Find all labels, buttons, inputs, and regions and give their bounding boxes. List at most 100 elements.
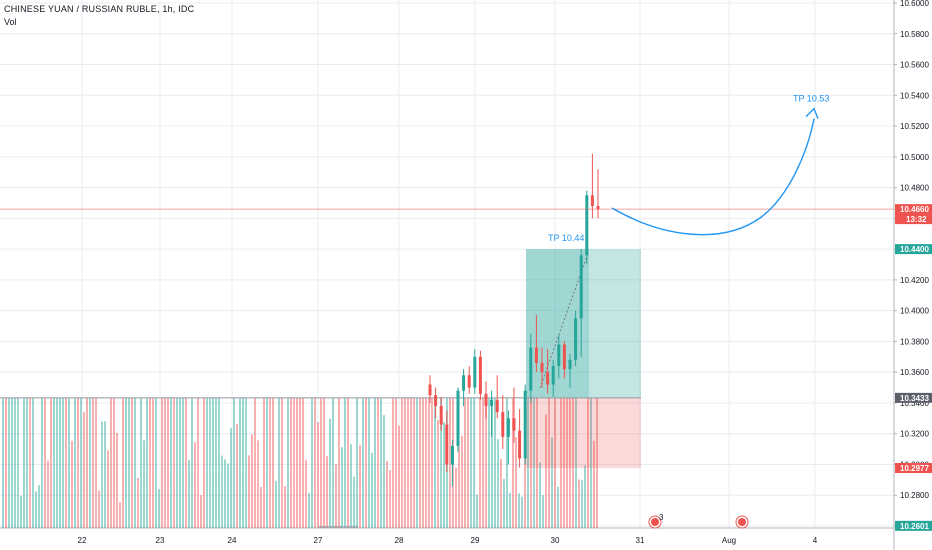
volume-bar: [11, 398, 13, 528]
volume-bar: [425, 398, 427, 528]
volume-bar: [179, 398, 181, 528]
volume-bar: [419, 398, 421, 528]
event-count: 3: [659, 513, 664, 522]
volume-bar: [146, 398, 148, 528]
volume-bar: [245, 398, 247, 528]
volume-bar: [554, 398, 556, 528]
volume-bar: [563, 398, 565, 528]
volume-bar: [74, 398, 76, 528]
time-tick-label: 22: [78, 536, 87, 545]
candle-body: [467, 375, 471, 388]
volume-bar: [428, 398, 430, 528]
volume-bar: [170, 398, 172, 528]
volume-bar: [431, 398, 433, 528]
volume-bar: [557, 486, 559, 528]
volume-bar: [251, 434, 253, 528]
volume-bar: [101, 421, 103, 528]
profit-zone-active: [526, 249, 589, 398]
tp-target-label: TP 10.53: [793, 94, 829, 104]
time-tick-label: Aug: [722, 536, 736, 545]
time-tick-label: 27: [314, 536, 323, 545]
volume-bar: [44, 398, 46, 528]
volume-bar: [389, 470, 391, 528]
volume-bar: [575, 398, 577, 528]
candle-body: [585, 195, 589, 256]
candle-body: [490, 399, 494, 407]
volume-bar: [302, 398, 304, 528]
volume-bar: [98, 490, 100, 528]
volume-bar: [41, 398, 43, 528]
volume-bar: [128, 398, 130, 528]
chart-grid: [0, 0, 895, 550]
volume-bar: [545, 414, 547, 528]
volume-bar: [206, 398, 208, 528]
candle-body: [562, 344, 566, 370]
volume-bar: [353, 476, 355, 528]
volume-bar: [152, 398, 154, 528]
price-tick-label: 10.2800: [900, 491, 929, 500]
volume-bar: [318, 526, 358, 528]
volume-bar: [80, 398, 82, 528]
volume-bar: [29, 398, 31, 528]
volume-bar: [50, 398, 52, 528]
volume-bar: [2, 398, 4, 528]
time-axis[interactable]: 22 23 24 27 28 29 30 31 Aug 4: [78, 536, 818, 545]
volume-bar: [125, 398, 127, 528]
time-tick-label: 24: [228, 536, 237, 545]
volume-bar: [560, 398, 562, 528]
volume-bar: [71, 440, 73, 528]
volume-bar: [539, 462, 541, 528]
volume-bar: [482, 398, 484, 528]
time-tick-label: 23: [156, 536, 165, 545]
volume-bar: [422, 398, 424, 528]
volume-bar: [365, 398, 367, 528]
volume-bar: [566, 398, 568, 528]
volume-bar: [194, 442, 196, 528]
volume-bar: [386, 461, 388, 528]
volume-bar: [398, 425, 400, 528]
volume-bar: [578, 479, 580, 528]
volume-bar: [536, 398, 538, 528]
volume-bar: [377, 398, 379, 528]
volume-bar: [440, 398, 442, 528]
volume-bar: [272, 398, 274, 528]
volume-bar: [512, 398, 514, 528]
position-zones[interactable]: [0, 249, 641, 469]
volume-bar: [311, 398, 313, 528]
volume-bar: [38, 485, 40, 528]
tp-entry-label: TP 10.44: [548, 233, 584, 243]
price-tick-label: 10.3200: [900, 430, 929, 439]
volume-bar: [494, 398, 496, 528]
volume-bar: [395, 398, 397, 528]
symbol-title: CHINESE YUAN / RUSSIAN RUBLE, 1h, IDC: [4, 4, 195, 14]
volume-bar: [116, 432, 118, 528]
price-tick-label: 10.5000: [900, 153, 929, 162]
volume-bar: [533, 398, 535, 528]
volume-bar: [371, 452, 373, 528]
candle-body: [518, 430, 522, 459]
volume-bar: [113, 398, 115, 528]
projection-arrowhead: [805, 107, 819, 119]
price-tick-label: 10.3800: [900, 337, 929, 346]
price-tag-countdown: 13:32: [906, 215, 927, 224]
volume-bar: [290, 398, 292, 528]
volume-bar: [326, 456, 328, 528]
candle-body: [523, 390, 527, 459]
volume-bar: [323, 398, 325, 528]
volume-bar: [344, 398, 346, 528]
volume-bar: [56, 398, 58, 528]
price-axis[interactable]: 10.6000 10.5800 10.5600 10.5400 10.5200 10.50…: [894, 0, 932, 550]
volume-bar: [14, 398, 16, 528]
volume-bar: [266, 398, 268, 528]
candle-body: [512, 418, 516, 431]
volume-bar: [158, 489, 160, 528]
volume-bar: [140, 398, 142, 528]
volume-bar: [197, 398, 199, 528]
volume-bar: [164, 398, 166, 528]
volume-bar: [308, 493, 310, 528]
volume-bar: [521, 496, 523, 528]
candle-body: [506, 418, 510, 437]
candle-body: [579, 255, 583, 319]
volume-bar: [527, 398, 529, 528]
